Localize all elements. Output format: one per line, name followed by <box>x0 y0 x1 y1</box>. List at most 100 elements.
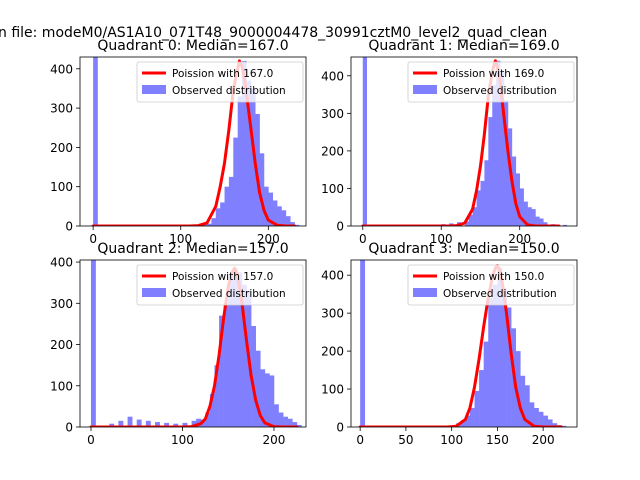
y-tick-label: 100 <box>50 180 73 194</box>
histogram-bar <box>269 375 275 427</box>
histogram-bar <box>561 425 567 427</box>
subplot-title: Quadrant 2: Median=157.0 <box>97 241 288 257</box>
histogram-bar <box>515 173 521 226</box>
x-tick-label: 0 <box>359 232 367 246</box>
y-tick-label: 200 <box>321 144 344 158</box>
legend-entry-poisson: Poission with 150.0 <box>443 271 544 283</box>
histogram-bar <box>492 85 497 226</box>
histogram-bar <box>224 186 230 226</box>
x-tick-label: 200 <box>263 433 286 447</box>
x-tick-label: 100 <box>171 433 194 447</box>
figure-suptitle: n file: modeM0/AS1A10_071T48_9000004478_… <box>0 25 547 41</box>
histogram-bar <box>260 369 266 427</box>
subplot-title: Quadrant 0: Median=167.0 <box>97 38 288 54</box>
histogram-bar <box>492 284 498 427</box>
histogram-bar <box>164 422 170 427</box>
histogram-bar <box>278 412 284 427</box>
histogram-bar <box>292 422 298 427</box>
histogram-bar <box>543 222 548 226</box>
histogram-bar <box>538 411 544 427</box>
legend: Poission with 150.0 Observed distribution <box>407 264 575 306</box>
legend-bar-swatch <box>413 85 437 94</box>
plot-area <box>358 260 567 427</box>
histogram-bar <box>255 350 261 427</box>
subplot-title: Quadrant 3: Median=150.0 <box>368 241 559 257</box>
histogram-bar <box>520 375 526 427</box>
subplot-quadrant-3: 0 50 100 150 200 0 100 200 300 400 Quadrant 3: Med… <box>321 241 578 447</box>
histogram-bar <box>228 176 234 226</box>
legend-box <box>407 264 575 306</box>
x-tick-label: 100 <box>430 232 453 246</box>
plot-area <box>91 57 300 226</box>
legend-bar-swatch <box>142 288 166 297</box>
histogram-bar <box>118 420 124 427</box>
legend-bar-swatch <box>413 288 437 297</box>
histogram-bar <box>529 402 535 427</box>
histogram-bar <box>273 404 279 427</box>
histogram-bar <box>488 117 493 226</box>
histogram-bar <box>223 303 229 427</box>
subplot-quadrant-1: 0 100 200 0 100 200 300 400 Quadrant 1: Median=1… <box>321 38 578 246</box>
subplot-title: Quadrant 1: Median=169.0 <box>368 38 559 54</box>
histogram-bar <box>483 341 489 427</box>
histogram-bar <box>205 412 211 427</box>
histogram-bar <box>290 222 295 226</box>
histogram-bar <box>496 60 501 226</box>
axes-frame <box>350 56 578 227</box>
histogram-bar <box>127 416 133 427</box>
histogram-bar <box>464 221 470 226</box>
histogram-bar <box>90 260 96 427</box>
histogram-bar <box>476 190 481 226</box>
histogram-bar <box>93 57 98 226</box>
axes-frame <box>79 56 307 227</box>
legend-entry-observed: Observed distribution <box>443 288 557 300</box>
y-tick-label: 300 <box>50 102 73 116</box>
axes-frame <box>350 259 578 428</box>
y-tick-label: 300 <box>321 107 344 121</box>
histogram-bar <box>479 370 484 427</box>
histogram-bar <box>488 297 494 427</box>
y-tick-label: 100 <box>321 182 344 196</box>
histogram-bar <box>296 424 302 427</box>
histogram-bar <box>543 415 549 427</box>
y-tick-label: 400 <box>321 69 344 83</box>
legend-entry-observed: Observed distribution <box>443 85 557 97</box>
histogram-bar <box>233 137 238 226</box>
subplot-grid: 0 100 200 0 100 200 300 400 Quadrant 0: Median=1… <box>50 38 578 447</box>
x-tick-label: 150 <box>486 433 509 447</box>
histogram-bar <box>501 288 507 427</box>
histogram-bar <box>136 419 142 427</box>
histogram-bar <box>562 224 568 226</box>
histogram-bar <box>155 422 160 427</box>
histogram-bar <box>109 423 115 427</box>
histogram-bar <box>209 394 215 427</box>
x-tick-label: 0 <box>356 433 364 447</box>
histogram-bar <box>472 207 477 226</box>
x-tick-label: 200 <box>508 232 531 246</box>
histogram-bar <box>287 418 293 427</box>
y-tick-label: 200 <box>50 338 73 352</box>
x-tick-label: 50 <box>398 433 413 447</box>
histogram-bar <box>484 160 489 226</box>
histogram-bar <box>524 385 530 427</box>
histogram-bar <box>552 423 558 427</box>
y-tick-label: 300 <box>50 297 73 311</box>
histogram-bar <box>283 416 289 427</box>
legend: Poission with 167.0 Observed distribution <box>136 61 304 103</box>
histogram-bar <box>182 422 188 427</box>
x-tick-label: 200 <box>257 232 280 246</box>
legend-entry-poisson: Poission with 167.0 <box>172 68 273 80</box>
x-tick-label: 0 <box>89 232 97 246</box>
y-tick-label: 100 <box>321 383 344 397</box>
histogram-bar <box>251 325 256 427</box>
histogram-bar <box>474 390 480 427</box>
poisson-curve <box>91 59 297 226</box>
histogram-bar <box>506 307 512 427</box>
histogram-bar <box>219 315 224 427</box>
y-tick-label: 200 <box>50 141 73 155</box>
histogram-bar <box>228 274 234 427</box>
x-tick-label: 100 <box>440 433 463 447</box>
histogram-bar <box>500 72 505 226</box>
histogram-bar <box>263 186 269 226</box>
x-tick-label: 0 <box>87 433 95 447</box>
